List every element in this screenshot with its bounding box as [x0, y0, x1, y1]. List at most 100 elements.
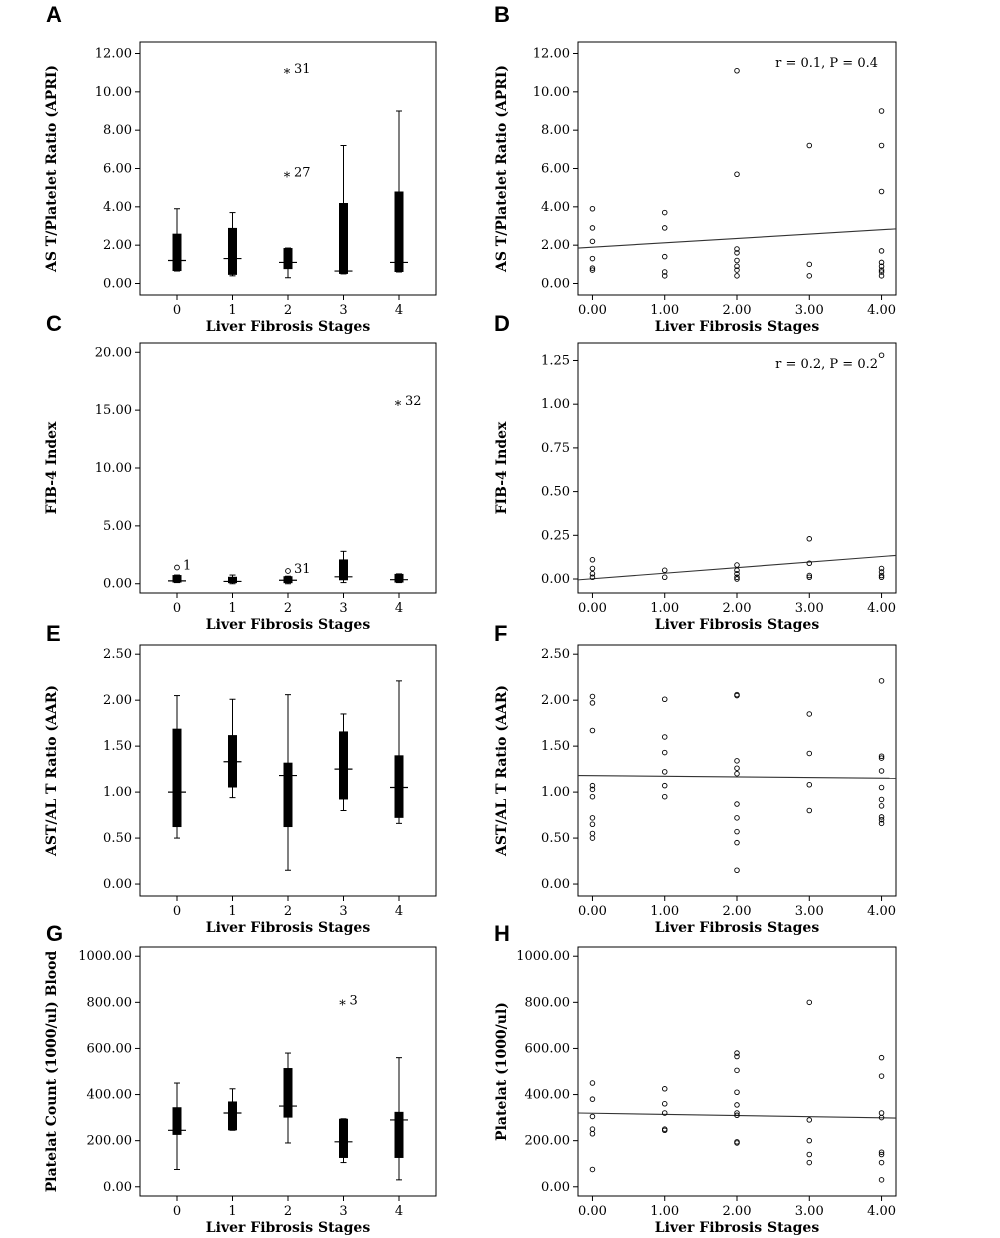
x-tick-label: 3.00 [795, 303, 824, 318]
outlier-point [174, 564, 180, 571]
data-point [878, 803, 885, 809]
data-point [878, 1054, 885, 1061]
y-tick-label: 1.25 [541, 353, 570, 368]
panel-label: E [46, 621, 61, 646]
y-tick-label: 8.00 [103, 123, 132, 138]
data-point [734, 1110, 740, 1116]
box-body [394, 755, 404, 818]
data-point [661, 225, 668, 231]
data-point [661, 273, 668, 279]
box-body [394, 191, 404, 272]
data-point [734, 67, 740, 74]
y-axis-label: FIB-4 Index [494, 421, 510, 514]
y-tick-label: 0.50 [541, 831, 570, 846]
data-point [806, 1117, 813, 1123]
data-point [589, 205, 596, 212]
y-tick-label: 0.00 [103, 1180, 132, 1195]
y-axis-label: FIB-4 Index [44, 421, 60, 514]
data-point [589, 1130, 596, 1137]
data-point [806, 1159, 813, 1166]
y-axis-label: AS T/Platelet Ratio (APRI) [494, 65, 510, 273]
data-point [589, 225, 596, 231]
box-body [228, 576, 237, 584]
box-2 [279, 694, 297, 871]
x-tick-label: 1.00 [650, 601, 679, 616]
y-tick-label: 6.00 [541, 162, 570, 177]
y-axis-label: Platelat Count (1000/ul) Blood [44, 951, 60, 1193]
x-tick-label: 3 [339, 1204, 347, 1219]
outlier-star: * [284, 170, 291, 185]
data-point [878, 565, 885, 572]
x-axis-label: Liver Fibrosis Stages [206, 617, 371, 633]
box-body [283, 762, 293, 828]
outlier-star: * [395, 399, 402, 414]
x-tick-label: 0 [173, 601, 181, 616]
x-tick-label: 4 [395, 904, 403, 919]
data-point [661, 1127, 668, 1134]
y-tick-label: 10.00 [533, 85, 570, 100]
data-point [878, 267, 885, 273]
x-tick-label: 0.00 [578, 904, 607, 919]
data-point [734, 770, 740, 777]
data-point [661, 1086, 668, 1092]
correlation-annotation: r = 0.1, P = 0.4 [775, 56, 878, 71]
y-tick-label: 1.50 [103, 739, 132, 754]
data-point [734, 263, 740, 270]
box-3 [334, 145, 353, 275]
data-point [878, 1149, 885, 1155]
data-point [661, 209, 668, 216]
data-point [878, 678, 885, 684]
y-tick-label: 4.00 [541, 200, 570, 215]
y-tick-label: 200.00 [87, 1134, 133, 1149]
data-point [734, 692, 740, 699]
fit-line [577, 228, 897, 249]
data-point [734, 1067, 740, 1074]
box-body [228, 1101, 237, 1131]
data-point [589, 815, 596, 821]
x-tick-label: 4 [395, 1204, 403, 1219]
data-point [589, 693, 596, 700]
data-point [589, 265, 596, 271]
y-tick-label: 0.25 [541, 528, 570, 543]
y-tick-label: 0.00 [541, 277, 570, 292]
data-point [589, 700, 596, 706]
data-point [661, 574, 668, 581]
data-point [661, 696, 668, 702]
data-point [806, 711, 813, 717]
data-point [734, 571, 740, 577]
x-axis-label: Liver Fibrosis Stages [206, 920, 371, 936]
x-tick-label: 2.00 [723, 303, 752, 318]
x-tick-label: 1.00 [650, 1204, 679, 1219]
data-point [878, 816, 885, 823]
data-point [878, 188, 885, 195]
data-point [878, 1110, 885, 1116]
data-point [878, 814, 885, 820]
outlier-label: 3 [350, 993, 358, 1008]
data-point [806, 261, 813, 268]
data-point [589, 830, 596, 837]
box-body [283, 248, 293, 270]
data-point [878, 768, 885, 774]
data-point [878, 1151, 885, 1158]
y-tick-label: 0.50 [541, 485, 570, 500]
panel-label: A [46, 2, 62, 27]
x-tick-label: 0.00 [578, 601, 607, 616]
x-tick-label: 4.00 [867, 904, 896, 919]
y-axis-label: AST/AL T Ratio (AAR) [44, 685, 60, 857]
y-tick-label: 1.00 [541, 785, 570, 800]
box-1 [223, 574, 242, 585]
data-point [734, 1089, 740, 1095]
x-tick-label: 0 [173, 1204, 181, 1219]
y-tick-label: 600.00 [87, 1041, 133, 1056]
data-point [589, 557, 596, 563]
data-point [878, 569, 885, 575]
data-point [589, 574, 596, 581]
plot-frame [577, 946, 897, 1197]
y-tick-label: 10.00 [95, 461, 132, 476]
y-tick-label: 200.00 [525, 1134, 571, 1149]
box-0 [168, 574, 186, 584]
panel-c: C 0.00 5.00 10.00 15.00 20.00 FIB-4 Index Liver… [44, 311, 437, 633]
data-point [589, 571, 596, 577]
y-tick-label: 1.00 [103, 785, 132, 800]
data-point [661, 1110, 668, 1116]
